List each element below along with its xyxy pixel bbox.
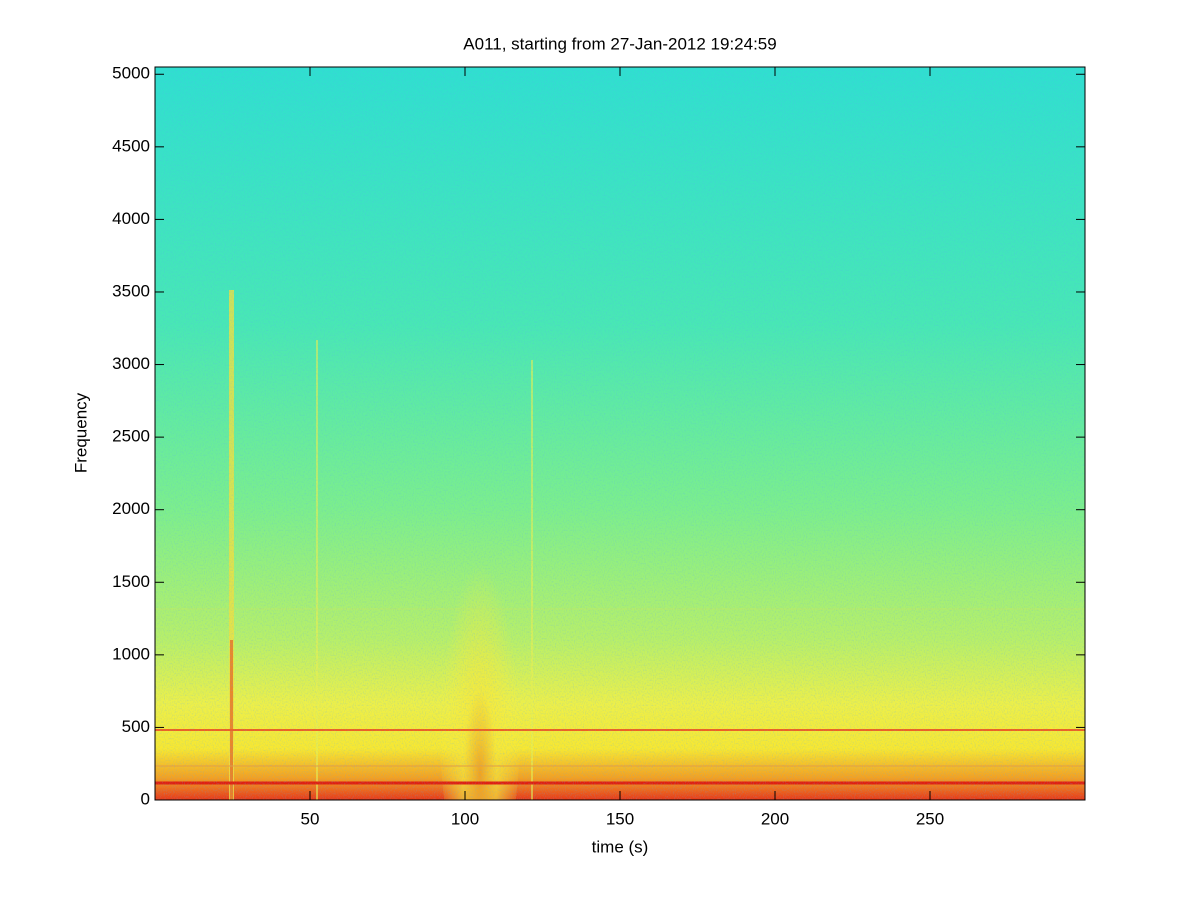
- y-tick-label: 4500: [112, 136, 150, 155]
- y-tick-label: 2500: [112, 427, 150, 446]
- x-tick-label: 150: [606, 809, 634, 828]
- y-tick-label: 1000: [112, 644, 150, 663]
- y-tick-label: 5000: [112, 64, 150, 83]
- x-tick-label: 200: [761, 809, 789, 828]
- x-tick-label: 250: [916, 809, 944, 828]
- y-tick-label: 2000: [112, 499, 150, 518]
- y-axis-label: Frequency: [71, 392, 90, 473]
- x-axis-label: time (s): [592, 837, 649, 856]
- x-tick-label: 50: [301, 809, 320, 828]
- axes: 50 100 150 200 25005001000150020002500300035…: [112, 64, 1085, 828]
- y-tick-label: 4000: [112, 209, 150, 228]
- spectrogram-image: [155, 67, 1085, 800]
- y-tick-label: 500: [122, 717, 150, 736]
- y-tick-label: 3000: [112, 354, 150, 373]
- y-tick-label: 1500: [112, 572, 150, 591]
- y-tick-label: 0: [141, 789, 150, 808]
- chart-title: A011, starting from 27-Jan-2012 19:24:59: [463, 34, 776, 53]
- x-tick-label: 100: [451, 809, 479, 828]
- y-tick-label: 3500: [112, 281, 150, 300]
